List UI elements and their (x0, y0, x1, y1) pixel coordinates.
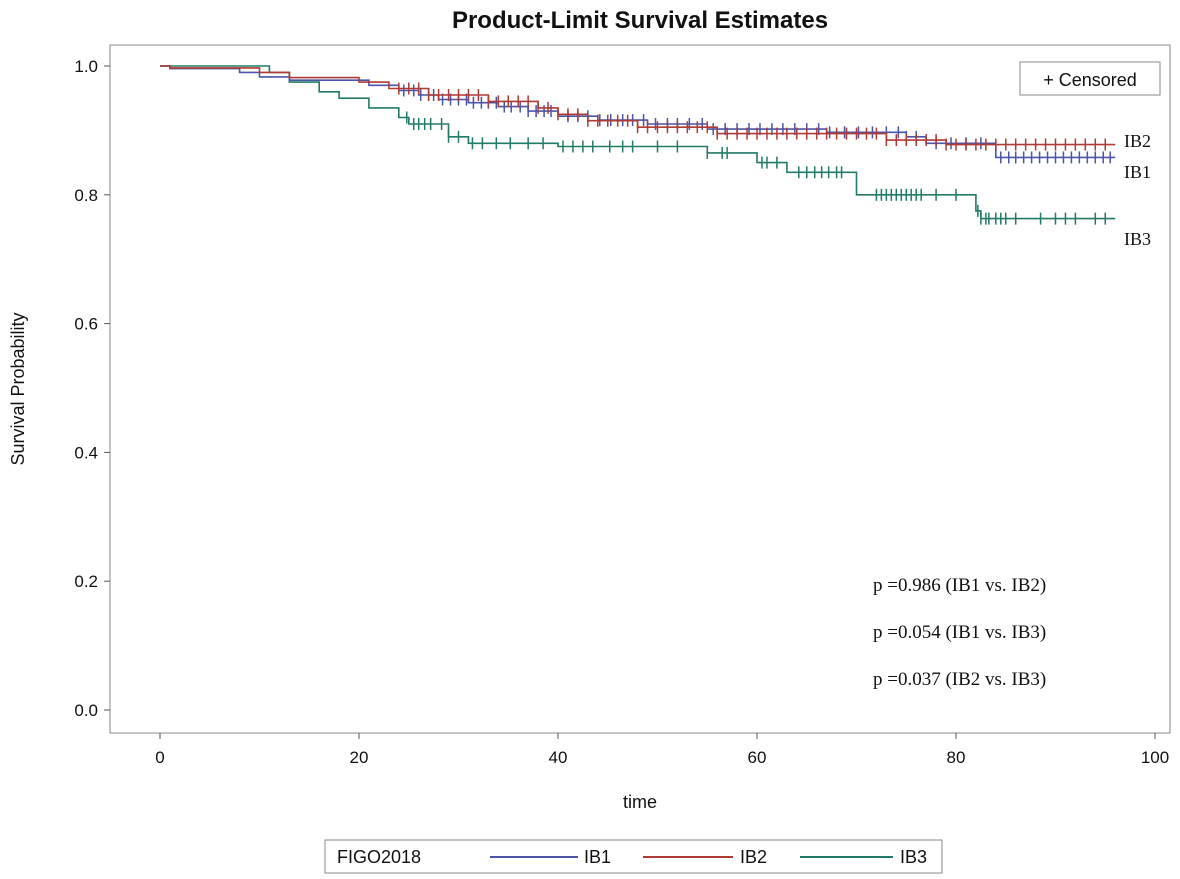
y-axis: 0.0 0.2 0.4 0.6 0.8 1.0 (74, 57, 110, 720)
x-tick-label: 100 (1141, 748, 1169, 767)
annotation-p3: p =0.037 (IB2 vs. IB3) (873, 669, 1046, 690)
x-axis: 0 20 40 60 80 100 (155, 733, 1169, 767)
x-tick-label: 40 (549, 748, 568, 767)
series-ib3 (160, 65, 1116, 225)
series-legend: FIGO2018 IB1 IB2 IB3 (324, 839, 943, 874)
y-tick-label: 0.6 (74, 315, 98, 334)
x-tick-label: 20 (350, 748, 369, 767)
survival-line-ib2 (160, 65, 1116, 146)
y-tick-label: 0.8 (74, 186, 98, 205)
y-tick-label: 0.0 (74, 701, 98, 720)
legend-title: FIGO2018 (337, 847, 421, 867)
legend-label-ib3: IB3 (900, 847, 927, 867)
y-tick-label: 0.2 (74, 572, 98, 591)
end-label-ib2: IB2 (1124, 131, 1151, 151)
x-axis-label: time (623, 792, 657, 812)
series-ib2 (160, 65, 1116, 151)
censored-legend-box (1019, 61, 1161, 96)
end-label-ib1: IB1 (1124, 162, 1151, 182)
censored-legend-label: + Censored (1043, 70, 1137, 90)
y-axis-label: Survival Probability (8, 312, 28, 465)
x-tick-label: 60 (748, 748, 767, 767)
censored-legend: + Censored (1019, 61, 1161, 96)
x-tick-label: 80 (947, 748, 966, 767)
y-tick-label: 1.0 (74, 57, 98, 76)
y-tick-label: 0.4 (74, 443, 98, 462)
plot-frame (109, 44, 1171, 734)
annotation-p2: p =0.054 (IB1 vs. IB3) (873, 622, 1046, 643)
chart-title: Product-Limit Survival Estimates (452, 7, 828, 34)
series-layer (160, 65, 1116, 225)
annotation-p1: p =0.986 (IB1 vs. IB2) (873, 575, 1046, 596)
legend-label-ib2: IB2 (740, 847, 767, 867)
legend-label-ib1: IB1 (584, 847, 611, 867)
x-tick-label: 0 (155, 748, 164, 767)
end-label-ib3: IB3 (1124, 229, 1151, 249)
